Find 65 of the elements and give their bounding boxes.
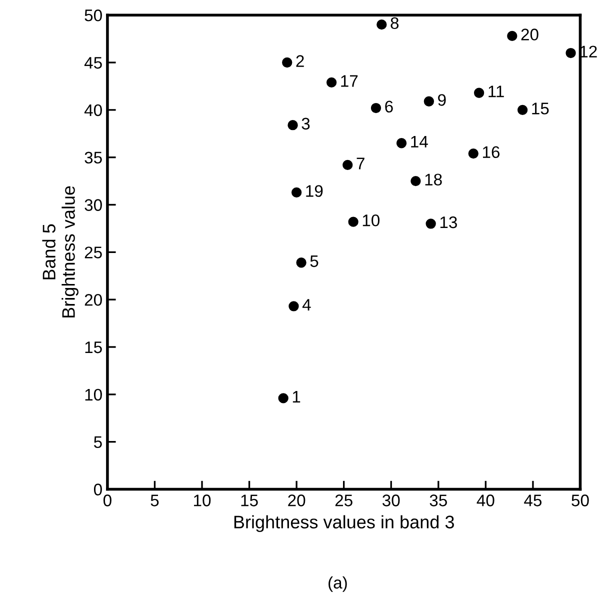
- y-tick-label: 5: [94, 436, 102, 448]
- point: [426, 218, 436, 229]
- point: [296, 258, 306, 268]
- x-tick-label: 40: [476, 494, 494, 506]
- y-tick-label: 10: [85, 388, 102, 401]
- x-tick-label: 15: [241, 494, 258, 506]
- y-tick-label: 50: [84, 10, 102, 22]
- annotation: 7: [356, 158, 364, 170]
- y-tick-label: 15: [85, 342, 102, 354]
- annotation: 13: [440, 216, 457, 228]
- x-tick-label: 20: [288, 494, 306, 506]
- x-tick-label: 30: [382, 494, 400, 506]
- point: [278, 393, 288, 404]
- y-tick-label: 25: [84, 246, 102, 258]
- y-tick-label: 30: [84, 199, 102, 211]
- point: [288, 120, 298, 130]
- x-tick-label: 45: [524, 494, 542, 506]
- x-tick-label: 0: [103, 494, 112, 506]
- x-tick-label: 50: [572, 494, 589, 506]
- annotation: 4: [302, 299, 311, 311]
- annotation: 11: [488, 86, 504, 98]
- point: [566, 48, 576, 58]
- x-tick-label: 25: [335, 494, 352, 506]
- annotation: 14: [411, 136, 428, 148]
- x-tick-label: 5: [150, 494, 159, 506]
- point: [468, 148, 478, 159]
- point: [288, 301, 299, 312]
- point: [474, 88, 484, 98]
- x-tick-label: 10: [194, 494, 211, 506]
- x-axis-title: Brightness values in band 3: [234, 515, 454, 532]
- point: [424, 96, 434, 106]
- annotation: 19: [306, 185, 323, 197]
- point: [282, 57, 292, 68]
- annotation: 16: [482, 146, 500, 158]
- point: [517, 104, 528, 116]
- annotation: 15: [532, 102, 549, 114]
- annotation: 5: [310, 255, 318, 268]
- annotation: 12: [580, 46, 597, 58]
- x-tick-label: 35: [430, 494, 447, 506]
- y-tick-label: 35: [84, 152, 102, 164]
- annotation: 6: [385, 100, 393, 113]
- annotation: 18: [425, 174, 442, 186]
- annotation: 9: [438, 94, 446, 106]
- y-tick-label: 0: [94, 484, 102, 496]
- point: [376, 19, 387, 30]
- y-tick-label: 40: [84, 104, 102, 116]
- annotation: 2: [296, 55, 304, 67]
- point: [326, 77, 337, 88]
- point: [348, 216, 358, 227]
- point: [410, 176, 421, 186]
- point: [370, 102, 382, 114]
- point: [507, 30, 518, 42]
- annotation: 20: [521, 28, 538, 40]
- point: [291, 187, 302, 198]
- text: (a): [328, 576, 347, 592]
- y-axis-title: Band 5 Brightness value: [42, 186, 78, 318]
- point: [342, 160, 353, 170]
- point: [396, 138, 407, 148]
- annotation: 8: [390, 17, 399, 30]
- y-tick-label: 20: [84, 294, 102, 306]
- annotation: 3: [302, 118, 310, 130]
- annotation: 10: [362, 214, 380, 226]
- y-tick-label: 45: [84, 57, 102, 69]
- annotation: 17: [341, 75, 358, 87]
- annotation: 1: [292, 391, 300, 403]
